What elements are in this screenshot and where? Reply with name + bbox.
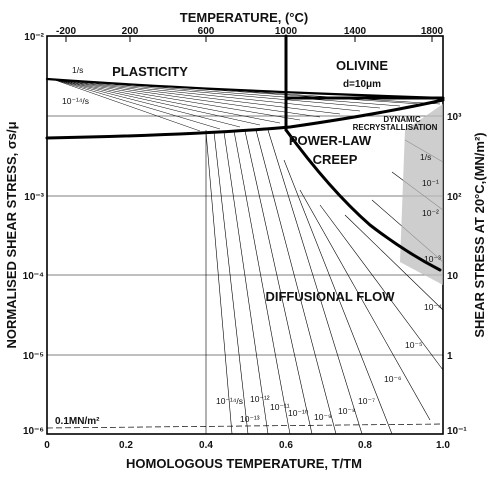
- right-tick-2: 10²: [447, 192, 462, 203]
- contour-p6: [51, 78, 341, 115]
- boundary-plasticity-bottom: [45, 98, 445, 140]
- top-tick-label-4: 1000: [275, 26, 298, 37]
- contour-p11: [51, 78, 241, 128]
- contour-d10: [244, 130, 313, 435]
- powerlaw-label: POWER-LAW: [289, 133, 372, 148]
- sr-low-13: 10⁻¹³: [240, 414, 260, 424]
- contour-d6: [299, 189, 431, 421]
- sr-mid-5: 10⁻⁵: [405, 340, 422, 350]
- contour-p10: [51, 78, 261, 126]
- contour-p13: [51, 78, 201, 132]
- y-axis-title-left: NORMALISED SHEAR STRESS, σs/μ: [4, 121, 19, 348]
- material-title: OLIVINE: [336, 58, 388, 73]
- right-tick-4: 1: [447, 351, 453, 362]
- contour-p12: [51, 78, 221, 130]
- x-tick-1: 0.2: [119, 440, 133, 451]
- plasticity-label: PLASTICITY: [112, 64, 188, 79]
- grain-size: d=10μm: [343, 79, 381, 90]
- right-tick-3: 10: [447, 271, 459, 282]
- sr-low-9: 10⁻⁹: [314, 412, 332, 422]
- sr-right-4: 10⁻³: [424, 254, 441, 264]
- contour-d5: [319, 204, 444, 371]
- sr-mid-6: 10⁻⁶: [384, 374, 401, 384]
- x-tick-labels: 0 0.2 0.4 0.6 0.8 1.0: [44, 440, 450, 451]
- sr-top-2: 10⁻¹⁴/s: [62, 96, 89, 106]
- field-boundaries: [45, 34, 445, 272]
- contour-d8: [267, 129, 363, 435]
- contour-p5: [51, 78, 361, 112]
- creep-label: CREEP: [313, 152, 358, 167]
- top-tick-label-6: 1800: [421, 26, 444, 37]
- sr-top-1: 1/s: [72, 65, 83, 75]
- boundary-plasticity-top: [45, 77, 445, 100]
- top-tick-labels: -200 200 600 1000 1400 1800: [56, 26, 444, 37]
- contour-p7: [51, 78, 321, 118]
- contour-d4: [344, 214, 444, 311]
- right-tick-labels: 10³ 10² 10 1 10⁻¹: [447, 112, 467, 437]
- left-tick-1: 10⁻²: [24, 32, 44, 43]
- sr-low-8: 10⁻⁸: [338, 406, 356, 416]
- dynamic-label: DYNAMIC: [383, 115, 421, 124]
- sr-low-12: 10⁻¹²: [250, 394, 270, 404]
- sr-low-7: 10⁻⁷: [358, 396, 375, 406]
- right-tick-5: 10⁻¹: [447, 426, 467, 437]
- sr-low-14: 10⁻¹⁴/s: [216, 396, 243, 406]
- contour-d11: [233, 130, 291, 435]
- contour-p9: [51, 78, 281, 124]
- diffusional-label: DIFFUSIONAL FLOW: [265, 289, 395, 304]
- top-tick-label-3: 600: [198, 26, 215, 37]
- sr-right-2: 10⁻¹: [422, 178, 439, 188]
- sr-low-10: 10⁻¹⁰: [288, 408, 309, 418]
- x-tick-3: 0.6: [279, 440, 293, 451]
- left-tick-4: 10⁻⁵: [23, 351, 44, 362]
- contour-d13: [213, 131, 249, 435]
- sr-right-1: 1/s: [420, 152, 431, 162]
- contour-d14: [205, 131, 233, 435]
- sr-low-11: 10⁻¹¹: [270, 402, 290, 412]
- x-tick-5: 1.0: [436, 440, 450, 451]
- stress-note: 0.1MN/m²: [55, 416, 100, 427]
- x-tick-0: 0: [44, 440, 50, 451]
- top-tick-label-2: 200: [122, 26, 139, 37]
- left-tick-3: 10⁻⁴: [23, 271, 44, 282]
- top-tick-label-1: -200: [56, 26, 76, 37]
- recrystallisation-zone: [400, 104, 443, 285]
- contour-d9: [255, 129, 337, 435]
- contour-p8: [51, 78, 301, 121]
- left-tick-5: 10⁻⁶: [23, 426, 44, 437]
- top-tick-label-5: 1400: [344, 26, 367, 37]
- x-tick-4: 0.8: [358, 440, 372, 451]
- sr-mid-4: 10⁻⁴: [424, 302, 442, 312]
- sr-right-3: 10⁻²: [422, 208, 439, 218]
- y-axis-title-right: SHEAR STRESS AT 20°C,(MN/m²): [472, 132, 487, 337]
- x-axis-title: HOMOLOGOUS TEMPERATURE, T/TM: [126, 456, 362, 471]
- recryst-label: RECRYSTALLISATION: [353, 123, 438, 132]
- contour-d12: [223, 131, 269, 435]
- contour-d7: [283, 159, 393, 435]
- x-tick-2: 0.4: [199, 440, 213, 451]
- right-tick-1: 10³: [447, 112, 462, 123]
- left-tick-2: 10⁻³: [24, 192, 44, 203]
- strain-rate-labels: 1/s 10⁻¹⁴/s 1/s 10⁻¹ 10⁻² 10⁻³ 10⁻⁴ 10⁻⁵…: [62, 65, 442, 424]
- top-title: TEMPERATURE, (°C): [180, 10, 308, 25]
- boundary-powerlaw-diffusion: [284, 128, 442, 272]
- stress-note-line: [46, 423, 444, 429]
- left-tick-labels: 10⁻² 10⁻³ 10⁻⁴ 10⁻⁵ 10⁻⁶: [23, 32, 45, 437]
